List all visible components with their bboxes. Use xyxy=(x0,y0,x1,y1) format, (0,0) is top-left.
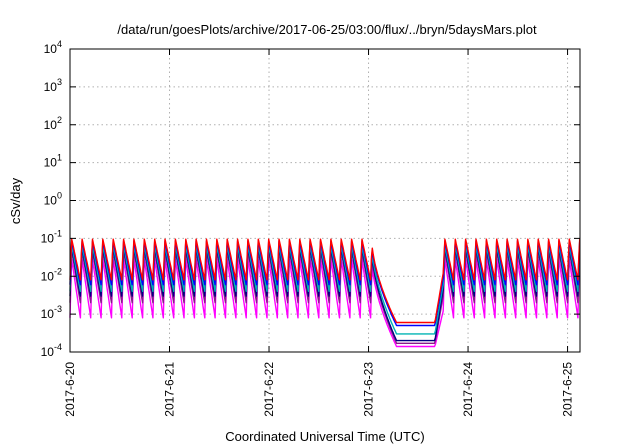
x-tick-label: 2017-6-21 xyxy=(163,362,177,417)
y-axis-label: cSv/day xyxy=(8,177,23,224)
y-tick-label: 100 xyxy=(44,191,62,208)
x-tick-label: 2017-6-20 xyxy=(63,362,77,417)
y-tick-label: 10-3 xyxy=(41,304,62,321)
y-tick-label: 102 xyxy=(44,115,62,132)
y-tick-label: 10-2 xyxy=(41,266,62,283)
y-tick-label: 10-4 xyxy=(41,342,62,359)
x-axis: 2017-6-20 2017-6-21 2017-6-22 2017-6-23 2017… xyxy=(63,49,575,417)
chart-title: /data/run/goesPlots/archive/2017-06-25/0… xyxy=(117,22,537,37)
x-tick-label: 2017-6-24 xyxy=(461,362,475,417)
x-tick-label: 2017-6-23 xyxy=(362,362,376,417)
x-axis-label: Coordinated Universal Time (UTC) xyxy=(225,429,424,444)
series-group xyxy=(69,238,581,348)
y-tick-label: 10-1 xyxy=(41,228,62,245)
y-tick-label: 101 xyxy=(44,153,62,170)
x-tick-label: 2017-6-25 xyxy=(561,362,575,417)
y-tick-label: 103 xyxy=(44,77,62,94)
series-line xyxy=(69,238,581,324)
y-axis: 10-4 10-3 10-2 10-1 100 101 102 103 104 xyxy=(41,39,580,359)
x-tick-label: 2017-6-22 xyxy=(262,362,276,417)
y-tick-label: 104 xyxy=(44,39,62,56)
